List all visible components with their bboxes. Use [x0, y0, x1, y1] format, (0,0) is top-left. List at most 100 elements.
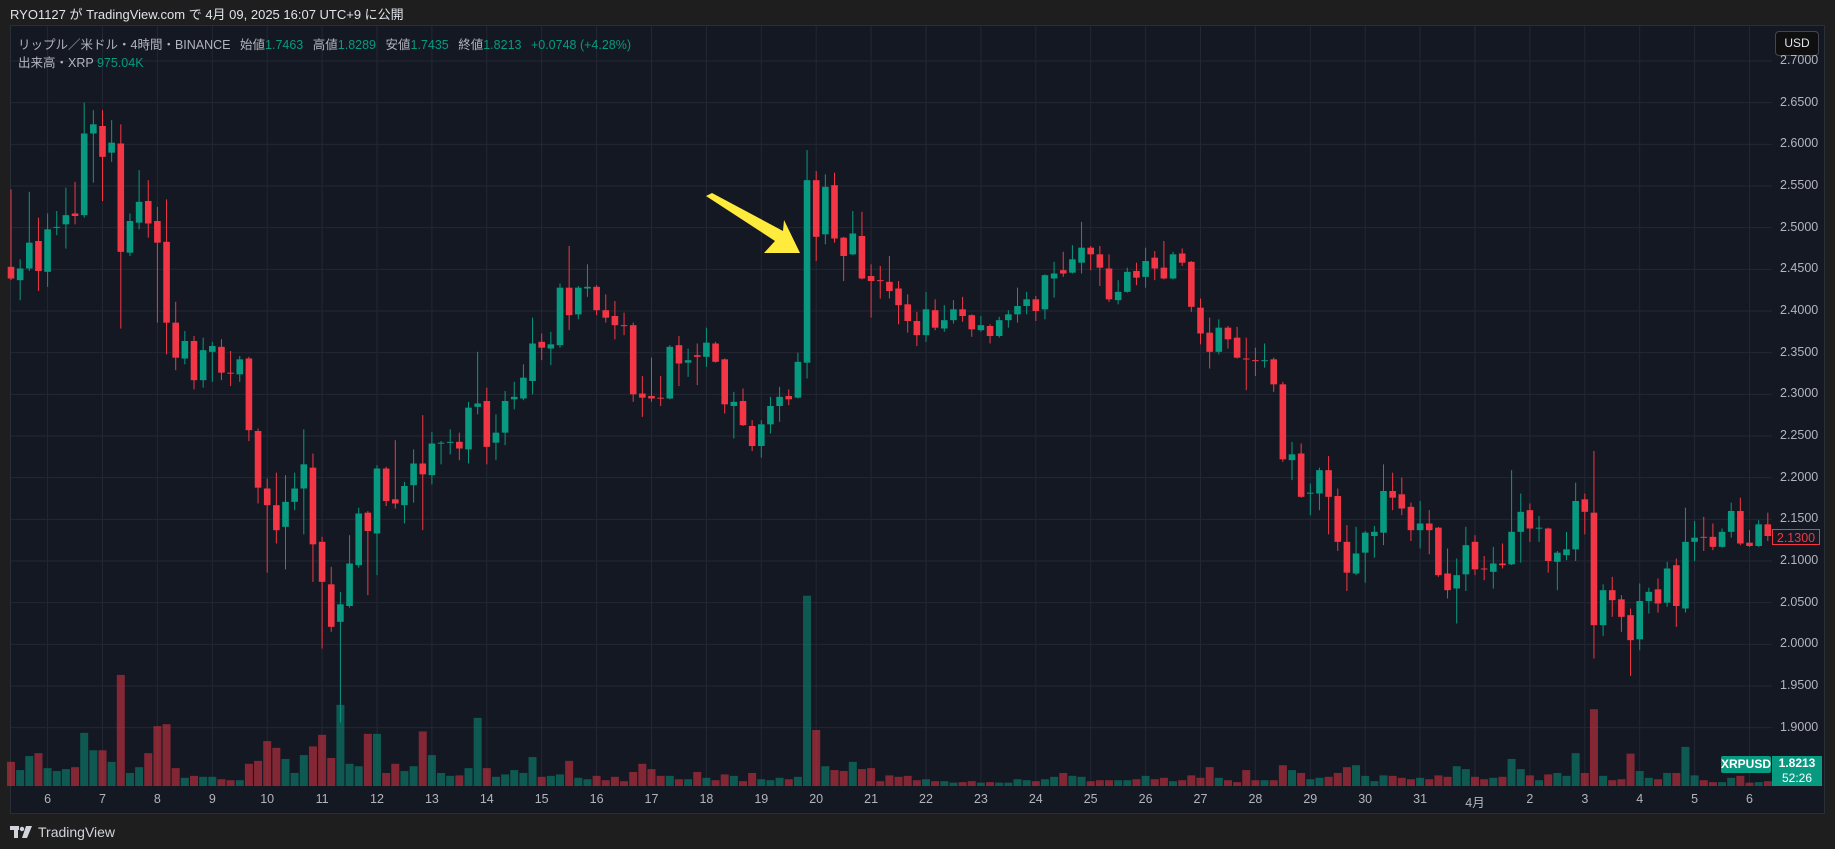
candle — [977, 316, 985, 332]
candle — [236, 356, 244, 382]
publish-bar: RYO1127 が TradingView.com で 4月 09, 2025 … — [0, 0, 1835, 25]
candle-body — [1737, 511, 1744, 544]
volume-bar — [812, 729, 821, 786]
volume-bar — [235, 780, 244, 786]
candle-body — [1114, 291, 1122, 301]
candle-body — [1169, 254, 1177, 279]
volume-bar — [1324, 776, 1333, 786]
volume-bar — [1608, 780, 1617, 786]
volume-bar — [1013, 779, 1022, 786]
volume-bar — [1553, 772, 1562, 786]
candle-body — [1490, 563, 1497, 572]
candle-body — [1087, 247, 1094, 255]
candle — [16, 259, 24, 301]
candle — [1361, 531, 1369, 583]
volume-bar — [1278, 765, 1287, 786]
candle — [575, 286, 582, 320]
candle — [986, 324, 994, 344]
candle-body — [1554, 552, 1561, 562]
candle-body — [785, 396, 793, 400]
candle — [44, 213, 51, 287]
candle-body — [1343, 541, 1351, 573]
volume-bar — [464, 768, 473, 786]
candle — [1535, 516, 1543, 542]
candle — [547, 331, 555, 366]
candle — [492, 414, 500, 461]
candle-body — [44, 229, 51, 272]
candle-body — [739, 401, 747, 426]
candle — [931, 299, 939, 331]
volume-bar — [803, 595, 812, 786]
candle-body — [474, 403, 481, 407]
candle-body — [218, 346, 225, 373]
chart-frame[interactable] — [10, 25, 1825, 814]
volume-bar — [299, 755, 308, 786]
volume-bar — [1269, 780, 1278, 786]
volume-bar — [565, 760, 574, 786]
candle — [684, 348, 692, 377]
candle — [876, 266, 884, 299]
candle-body — [1261, 360, 1268, 362]
candle-body — [913, 321, 921, 336]
volume-bar — [171, 768, 180, 786]
volume-bar — [217, 779, 226, 786]
candle-body — [1105, 268, 1113, 300]
candle — [593, 285, 600, 316]
currency-button[interactable]: USD — [1775, 31, 1819, 56]
volume-bar — [409, 766, 418, 786]
candle — [218, 339, 225, 381]
high-label: 高値 — [312, 38, 338, 52]
candle — [822, 174, 829, 245]
candle-body — [135, 201, 143, 223]
candle-body — [1462, 545, 1470, 575]
volume-bar — [711, 780, 720, 786]
candle — [1005, 310, 1012, 328]
candle — [71, 181, 79, 225]
candle-body — [1709, 536, 1717, 547]
candle — [1133, 262, 1140, 286]
candle — [1608, 576, 1616, 617]
candle — [639, 376, 646, 417]
candle-body — [803, 180, 811, 363]
volume-bar — [1361, 775, 1370, 786]
candle-body — [977, 325, 985, 331]
candle-body — [16, 268, 24, 281]
candle — [611, 301, 619, 340]
volume-bar — [1223, 780, 1232, 786]
candle-body — [254, 431, 262, 488]
candle — [364, 511, 372, 596]
volume-label[interactable]: 出来高・XRP — [18, 56, 94, 70]
volume-bar — [583, 779, 592, 786]
candle — [401, 481, 408, 524]
symbol-name[interactable]: リップル／米ドル・4時間・BINANCE — [18, 38, 231, 52]
candle-body — [1508, 531, 1515, 565]
volume-bar — [958, 782, 967, 786]
volume-bar — [1489, 777, 1498, 786]
candle — [584, 264, 591, 297]
volume-bar — [144, 753, 153, 786]
volume-bar — [647, 769, 656, 786]
volume-bar — [1736, 775, 1745, 786]
candle — [410, 449, 417, 503]
time-tick-label: 18 — [699, 792, 714, 806]
time-tick-label: 13 — [424, 792, 439, 806]
candle — [1636, 583, 1643, 651]
price-tick-label: 2.6000 — [1780, 136, 1819, 151]
candle-body — [1096, 254, 1104, 268]
volume-value: 975.04K — [96, 56, 144, 70]
volume-bar — [629, 771, 638, 786]
candle-body — [1233, 337, 1241, 358]
candle — [1389, 472, 1396, 511]
candle — [474, 351, 481, 415]
published-info: RYO1127 が TradingView.com で 4月 09, 2025 … — [10, 7, 404, 22]
candle — [1215, 319, 1223, 355]
candle-body — [1654, 589, 1662, 604]
candle-body — [1727, 511, 1735, 532]
candle — [483, 387, 491, 465]
candle-body — [950, 309, 957, 321]
candle — [776, 386, 783, 422]
price-tick-label: 2.4500 — [1780, 261, 1819, 276]
candle — [135, 170, 143, 230]
tradingview-brand[interactable]: TradingView — [10, 824, 115, 840]
